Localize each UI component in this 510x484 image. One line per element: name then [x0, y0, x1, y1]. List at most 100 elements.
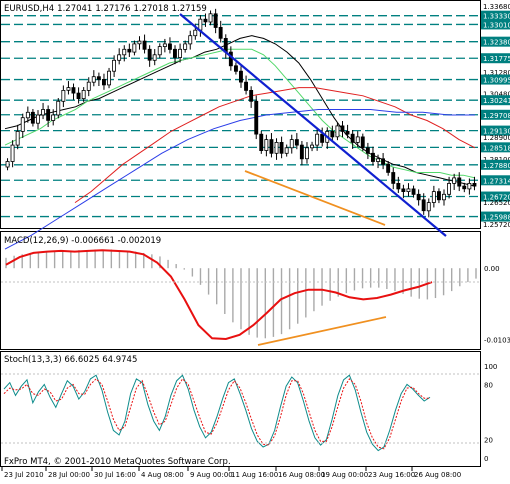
price-label-box: [481, 211, 510, 222]
candle-body: [167, 43, 172, 50]
candle-body: [107, 70, 111, 86]
price-label-box: [481, 109, 510, 120]
candle-body: [244, 81, 248, 91]
price-axis-label: 1.26520: [483, 199, 510, 207]
moving-averages: [4, 35, 476, 250]
candle-body: [112, 59, 116, 72]
candle-body: [436, 191, 441, 201]
orange-trendline: [244, 170, 386, 226]
candle-body: [401, 188, 406, 192]
price-label-box: [481, 36, 510, 47]
candle-body: [56, 100, 61, 116]
moving-average-line: [4, 48, 476, 179]
candle-body: [41, 109, 45, 116]
candle-body: [36, 114, 40, 124]
candle-body: [127, 48, 132, 53]
copyright-footer: FxPro MT4, © 2001-2010 MetaQuotes Softwa…: [4, 457, 231, 467]
candle-body: [304, 147, 309, 160]
time-axis: 23 Jul 2010 28 Jul 00:00 30 Jul 16:00 4 Aug…: [1, 467, 461, 479]
candle-body: [254, 100, 259, 135]
candle-body: [30, 111, 35, 124]
candle-body: [345, 130, 350, 135]
candle-body: [340, 125, 345, 132]
stoch-main-line: [3, 374, 431, 452]
candle-body: [441, 193, 446, 201]
macd-axis-label: -0.01030: [484, 337, 510, 345]
candle-body: [142, 40, 147, 50]
time-axis-label: 23 Aug 16:00: [368, 471, 415, 479]
level-lines: [1, 15, 480, 218]
candle-body: [274, 141, 279, 154]
candle-body: [370, 152, 375, 162]
price-label-box: [481, 191, 510, 202]
candle-body: [198, 18, 203, 31]
price-label-box: [481, 142, 510, 153]
candle-body: [360, 136, 365, 149]
time-axis-label: 26 Aug 08:00: [414, 471, 461, 479]
candle-body: [172, 48, 177, 58]
candle-body: [213, 13, 218, 28]
candle-body: [132, 43, 137, 53]
candle-body: [96, 76, 101, 80]
time-axis-label: 16 Aug 08:00: [278, 471, 325, 479]
price-axis-label: 1.30480: [483, 91, 510, 99]
candle-body: [5, 161, 10, 168]
stoch-panel-frame: [0, 351, 481, 467]
price-axis-label: 1.27314: [483, 177, 510, 185]
candle-body: [386, 163, 391, 173]
candle-body: [264, 139, 269, 151]
candle-body: [157, 46, 162, 56]
candle-body: [320, 133, 325, 143]
candle-body: [71, 87, 76, 94]
price-axis-label: 1.31775: [483, 55, 510, 63]
price-axis-label: 1.25720: [483, 221, 510, 229]
candle-body: [137, 40, 142, 45]
price-axis-label: 1.29708: [483, 112, 510, 120]
candle-body: [335, 125, 340, 138]
candle-body: [381, 158, 385, 165]
price-axis-label: 1.33680: [483, 3, 510, 11]
candle-body: [259, 133, 264, 151]
candle-body: [289, 139, 294, 149]
macd-series: [5, 249, 477, 341]
time-axis-label: 30 Jul 16:00: [94, 471, 136, 479]
candle-body: [447, 182, 451, 195]
candle-body: [117, 54, 122, 61]
candle-body: [20, 117, 25, 132]
candle-body: [61, 90, 66, 102]
blue-trendline: [179, 13, 447, 237]
price-label-box: [481, 159, 510, 170]
price-label-box: [481, 74, 510, 85]
price-axis-label: 1.25988: [483, 214, 510, 222]
candle-body: [208, 13, 213, 23]
candle-body: [406, 188, 411, 192]
candle-body: [249, 90, 254, 102]
candle-body: [233, 65, 238, 72]
macd-axis-label: 0.00: [484, 265, 500, 273]
candle-body: [310, 144, 314, 149]
stoch-axis-label: 20: [484, 437, 493, 445]
candle-body: [76, 92, 81, 99]
candle-body: [365, 147, 370, 154]
price-axis-label: 1.29130: [483, 128, 510, 136]
time-axis-label: 9 Aug 00:00: [190, 471, 233, 479]
ohlc-low: 1.27018: [133, 4, 168, 14]
candle-body: [25, 111, 30, 119]
price-label-box: [481, 53, 510, 64]
candle-body: [188, 35, 193, 45]
candle-body: [10, 144, 15, 162]
candle-body: [122, 48, 127, 56]
candle-body: [238, 70, 243, 83]
stoch-axis-label: 0: [484, 455, 488, 463]
candle-body: [355, 136, 360, 143]
price-axis-label: 1.26720: [483, 194, 510, 202]
candle-body: [330, 130, 335, 138]
price-axis-label: 1.31280: [483, 69, 510, 77]
candle-body: [46, 109, 51, 121]
candle-body: [396, 182, 401, 190]
time-axis-label: 28 Jul 00:00: [48, 471, 90, 479]
candle-body: [279, 141, 284, 154]
